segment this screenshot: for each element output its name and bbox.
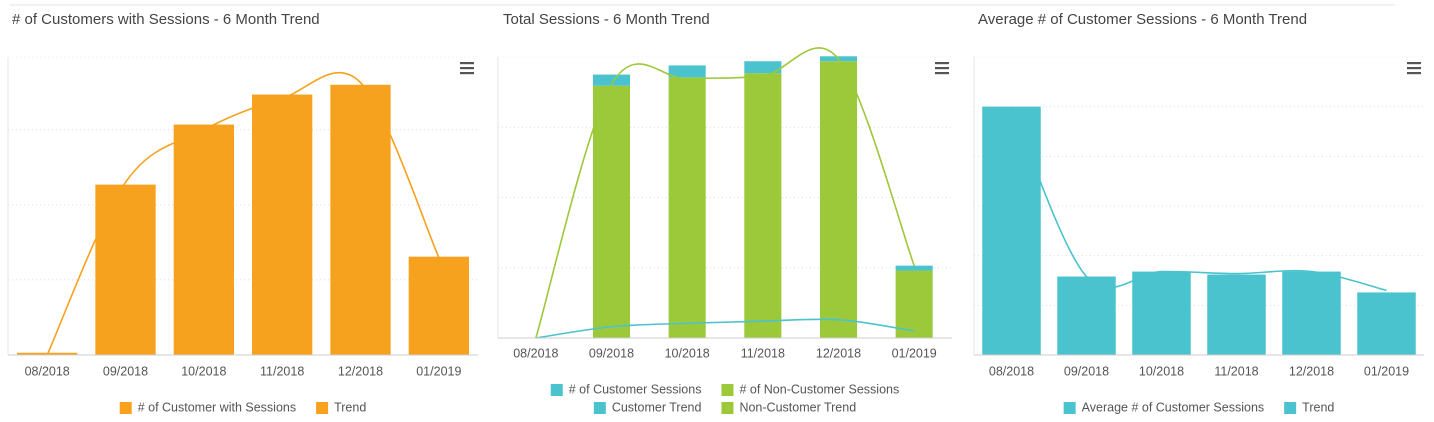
x-tick-label: 11/2018 <box>741 346 785 360</box>
legend-item[interactable]: # of Customer with Sessions <box>119 400 296 414</box>
menu-icon[interactable] <box>460 62 474 75</box>
bar <box>982 106 1041 356</box>
bar <box>173 124 234 356</box>
chart-title: Total Sessions - 6 Month Trend <box>503 11 710 28</box>
legend-label: Customer Trend <box>612 400 702 414</box>
legend-label: # of Customer Sessions <box>569 382 702 396</box>
bar <box>668 65 706 78</box>
legend-label: Trend <box>334 400 366 414</box>
x-tick-label: 08/2018 <box>989 364 1034 378</box>
legend-label: # of Non-Customer Sessions <box>739 382 899 396</box>
x-tick-label: 11/2018 <box>1214 364 1258 378</box>
legend-item[interactable]: Trend <box>316 400 366 414</box>
menu-icon[interactable] <box>1407 62 1421 75</box>
x-tick-label: 10/2018 <box>181 364 226 378</box>
bar <box>895 265 933 271</box>
legend-item[interactable]: Trend <box>1284 400 1334 414</box>
x-tick-label: 12/2018 <box>816 346 861 360</box>
bar <box>1132 271 1191 355</box>
x-tick-label: 09/2018 <box>103 364 148 378</box>
bar <box>1357 292 1416 355</box>
bar <box>95 184 156 355</box>
bar <box>592 85 631 339</box>
x-tick-label: 12/2018 <box>338 364 383 378</box>
bar <box>668 77 706 338</box>
trend-line <box>1010 106 1387 292</box>
bar <box>895 270 933 338</box>
legend-swatch <box>721 384 734 396</box>
trend-line <box>535 47 915 339</box>
legend-label: # of Customer with Sessions <box>138 400 296 414</box>
x-tick-label: 09/2018 <box>1064 364 1109 378</box>
x-tick-label: 10/2018 <box>1139 364 1184 378</box>
legend-swatch <box>119 402 132 414</box>
trend-line <box>46 71 440 356</box>
x-tick-label: 11/2018 <box>260 364 304 378</box>
bar <box>330 84 391 355</box>
legend-item[interactable]: # of Customer Sessions <box>550 382 702 396</box>
bar <box>819 61 858 339</box>
x-tick-label: 01/2019 <box>416 364 461 378</box>
chart-title: Average # of Customer Sessions - 6 Month… <box>978 11 1307 28</box>
legend-label: Average # of Customer Sessions <box>1082 400 1265 414</box>
legend-label: Non-Customer Trend <box>739 400 856 414</box>
legend-item[interactable]: Non-Customer Trend <box>721 400 856 414</box>
bar <box>592 74 631 86</box>
legend-swatch <box>721 402 734 414</box>
x-tick-label: 01/2019 <box>892 346 937 360</box>
bar <box>252 94 313 355</box>
legend-swatch <box>593 402 606 414</box>
x-tick-label: 08/2018 <box>25 364 70 378</box>
bar <box>744 73 782 338</box>
x-tick-label: 09/2018 <box>589 346 634 360</box>
bar <box>408 256 469 355</box>
trend-line <box>535 318 915 339</box>
bar <box>1207 274 1266 355</box>
x-tick-label: 08/2018 <box>513 346 558 360</box>
menu-icon[interactable] <box>935 62 949 75</box>
x-tick-label: 01/2019 <box>1364 364 1409 378</box>
x-tick-label: 12/2018 <box>1289 364 1334 378</box>
legend-item[interactable]: # of Non-Customer Sessions <box>721 382 899 396</box>
legend-item[interactable]: Customer Trend <box>593 400 702 414</box>
bar <box>1057 276 1116 355</box>
legend-swatch <box>550 384 563 396</box>
bar <box>1282 271 1341 355</box>
bar <box>744 61 782 74</box>
legend-swatch <box>1063 402 1076 414</box>
chart-title: # of Customers with Sessions - 6 Month T… <box>12 11 320 28</box>
legend-swatch <box>316 402 329 414</box>
x-tick-label: 10/2018 <box>665 346 710 360</box>
legend-label: Trend <box>1302 400 1334 414</box>
legend-swatch <box>1284 402 1297 414</box>
legend-item[interactable]: Average # of Customer Sessions <box>1063 400 1265 414</box>
